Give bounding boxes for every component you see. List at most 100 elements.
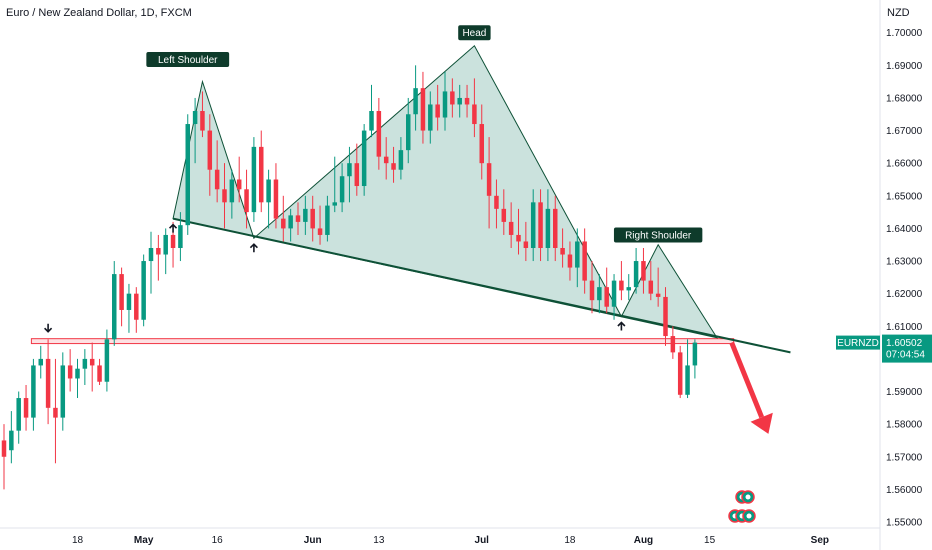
x-tick-label: May [134,535,154,546]
candle [486,137,492,229]
candle-body [677,352,683,395]
candle-body [354,163,360,187]
y-tick-label: 1.69000 [886,61,923,72]
candle-body [141,261,146,320]
candle [163,228,168,275]
candle [288,208,293,242]
candle [45,339,51,425]
candle [655,267,661,307]
pattern-label-text: Left Shoulder [158,55,218,66]
candle [420,71,426,144]
y-tick-label: 1.70000 [886,28,923,39]
candle [560,228,565,268]
candle-body [626,287,631,291]
candle-body [369,110,374,131]
candle [244,169,249,229]
pivot-down-arrow-icon [44,323,53,333]
candle [97,358,102,385]
last-price-value: 1.60502 [886,338,923,349]
candle [104,329,110,392]
candle [589,261,595,314]
candle-body [31,365,36,418]
countdown-timer: 07:04:54 [886,350,925,361]
candle [406,97,411,164]
candle-body [236,179,242,190]
candle [582,228,587,294]
candle [633,247,639,294]
breakdown-arrow-shaft [729,341,765,419]
breakdown-arrow-icon [750,412,773,434]
candle [354,143,360,196]
candle-body [75,368,80,379]
x-tick-label: Sep [811,535,829,546]
candle-body [582,241,587,281]
pattern-label-text: Right Shoulder [625,230,692,241]
currency-label: NZD [887,7,910,19]
candle-body [317,228,323,235]
candle [1,424,7,490]
candle [214,140,220,203]
x-tick-label: Aug [634,535,653,546]
candle [626,274,631,301]
candle-body [435,104,440,118]
candle-body [104,339,110,382]
candle [222,163,227,229]
candle-body [163,234,168,255]
candle [508,202,514,248]
candle-body [692,342,698,366]
candle-body [273,179,279,219]
candle [89,342,95,392]
candle [398,137,404,180]
candle-body [97,365,102,382]
candle-body [604,287,609,307]
candle [9,411,14,464]
resistance-zone [30,338,735,345]
candle-body [655,293,661,297]
candle [376,97,382,170]
candle-body [670,336,676,353]
candle [200,91,205,138]
candle [112,261,117,346]
candle [692,339,698,379]
candle-body [516,234,521,242]
pattern-label-box [458,25,491,41]
candle-body [508,221,514,235]
pivot-up-arrow-icon [249,243,258,253]
candle [236,156,242,203]
candle-body [494,195,499,209]
candle-body [192,110,198,125]
candle [16,391,21,444]
y-tick-label: 1.67000 [886,126,923,137]
pattern-label: Head [458,25,491,41]
candle [178,212,183,262]
candle [597,274,602,314]
candle [60,352,66,431]
candle [134,287,139,333]
event-marker-icon [742,509,756,523]
symbol-tag: EURNZD [836,335,880,350]
candle [494,179,499,229]
candle [442,71,448,131]
candle [273,163,279,229]
y-tick-label: 1.58000 [886,420,923,431]
y-tick-label: 1.65000 [886,191,923,202]
candle [156,234,161,281]
candle-body [23,398,29,418]
candle [126,283,132,333]
candle-body [45,358,51,408]
candle-body [641,261,646,281]
candle-body [663,296,668,337]
symbol-tag-text: EURNZD [837,338,879,349]
candle-body [281,218,286,229]
candle-body [222,189,227,203]
candle-body [60,365,66,418]
candle-body [310,208,315,229]
candle-body [9,430,14,451]
candle [575,228,580,288]
candle-body [259,146,264,203]
candle-body [530,202,536,248]
y-tick-label: 1.55000 [886,518,923,529]
candle [317,205,323,245]
